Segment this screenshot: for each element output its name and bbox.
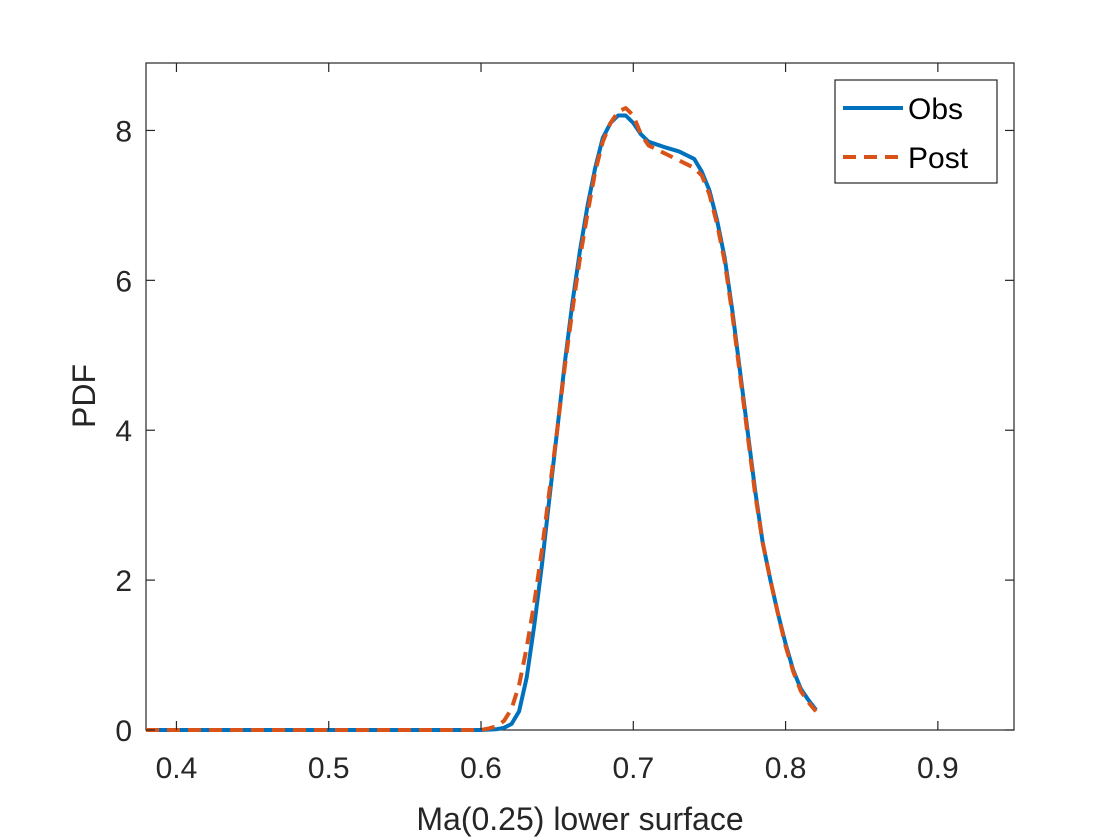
series-layer [146,106,818,732]
legend-label-post: Post [908,142,969,175]
x-tick-label: 0.6 [460,752,502,785]
y-axis-ticks: 0 2 4 6 8 [115,115,1014,748]
legend: Obs Post [834,79,998,184]
x-axis-label: Ma(0.25) lower surface [416,801,743,837]
x-tick-label: 0.4 [156,752,198,785]
legend-label-obs: Obs [908,93,963,126]
y-tick-label: 2 [115,565,132,598]
legend-box [834,79,998,184]
y-tick-label: 8 [115,115,132,148]
series-line-post [146,106,818,732]
y-tick-label: 6 [115,265,132,298]
x-tick-label: 0.9 [917,752,959,785]
y-axis-label: PDF [66,364,102,428]
x-tick-label: 0.8 [765,752,807,785]
y-tick-label: 4 [115,415,132,448]
x-tick-label: 0.7 [612,752,654,785]
y-tick-label: 0 [115,715,132,748]
x-axis-ticks: 0.4 0.5 0.6 0.7 0.8 0.9 [156,63,959,785]
x-tick-label: 0.5 [308,752,350,785]
